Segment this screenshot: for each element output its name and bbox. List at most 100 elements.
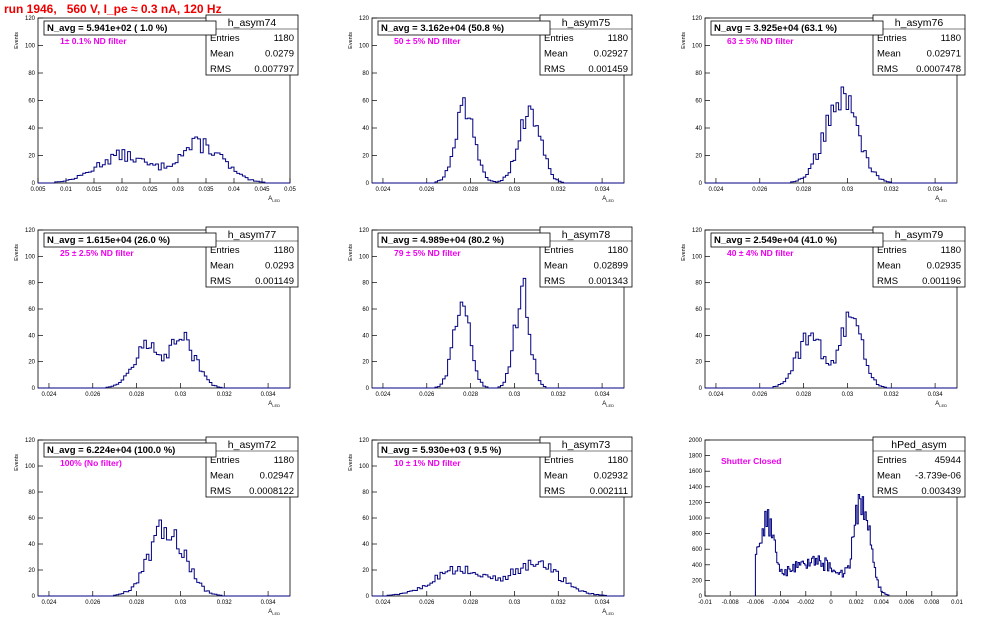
histogram-h_asym77: [38, 331, 290, 389]
stats-box-title: h_asym75: [562, 17, 611, 29]
stats-label-mean: Mean: [877, 261, 901, 272]
y-tick-label: 0: [32, 594, 36, 600]
x-tick-label: 0.032: [217, 392, 233, 398]
x-tick-label: 0.026: [419, 187, 435, 193]
stats-value-mean: 0.02899: [594, 261, 628, 272]
y-tick-label: 100: [359, 464, 370, 470]
run-title: run 1946, 560 V, I_pe ≈ 0.3 nA, 120 Hz: [4, 2, 222, 16]
y-tick-label: 100: [359, 254, 370, 260]
x-tick-label: 0.03: [175, 600, 187, 606]
y-tick-label: 20: [28, 154, 35, 160]
y-tick-label: 20: [695, 154, 702, 160]
stats-box: [205, 226, 299, 288]
x-tick-label: 0.034: [261, 600, 277, 606]
stats-value-entries: 1180: [274, 33, 294, 44]
x-tick-label: 0.03: [509, 187, 521, 193]
stats-value-rms: 0.003439: [921, 486, 961, 497]
stats-value-mean: -3.739e-06: [915, 471, 961, 482]
stats-label-entries: Entries: [544, 455, 574, 466]
stats-label-entries: Entries: [544, 33, 574, 44]
stats-value-mean: 0.0293: [265, 261, 294, 272]
x-tick-label: 0.01: [60, 187, 72, 193]
y-axis-label: Events: [348, 454, 354, 471]
y-tick-label: 0: [699, 181, 703, 187]
histogram-panel-hPed_asym: 0 200 400 600 800 1000 1200 1400 1600 1800 2000 -0.…: [689, 436, 966, 606]
y-axis-label: Events: [348, 244, 354, 261]
x-axis-label-subscript: LED: [272, 611, 280, 616]
x-tick-label: 0.03: [175, 392, 187, 398]
x-tick-label: 0.03: [842, 187, 854, 193]
avg-label: N_avg = 3.162e+04 (50.8 %): [381, 23, 504, 34]
stats-label-entries: Entries: [877, 33, 907, 44]
y-tick-label: 0: [366, 386, 370, 392]
stats-box-title: h_asym73: [562, 439, 611, 451]
x-tick-label: -0.004: [772, 600, 790, 606]
y-tick-label: 100: [692, 44, 703, 50]
avg-label-box: [710, 232, 884, 248]
histogram-h_asym72: [38, 519, 290, 597]
x-tick-label: 0.028: [463, 600, 479, 606]
x-tick-label: 0.026: [419, 392, 435, 398]
histogram-panel-h_asym79: 0 20 40 60 80 100 120 0.024 0.026 0.028 0.03 0.032 0…: [681, 226, 966, 408]
stats-label-rms: RMS: [544, 486, 565, 497]
stats-label-entries: Entries: [210, 245, 240, 256]
filter-label: 1± 0.1% ND filter: [60, 36, 127, 46]
y-tick-label: 100: [692, 254, 703, 260]
y-axis-label: Events: [14, 454, 20, 471]
y-tick-label: 120: [359, 228, 370, 234]
y-tick-label: 60: [362, 307, 369, 313]
y-tick-label: 1400: [689, 485, 703, 491]
stats-value-rms: 0.001343: [588, 276, 628, 287]
x-axis-label-subscript: LED: [606, 611, 614, 616]
stats-label-rms: RMS: [210, 486, 231, 497]
x-tick-label: 0.024: [375, 187, 391, 193]
stats-label-mean: Mean: [544, 261, 568, 272]
x-tick-label: 0.04: [228, 187, 240, 193]
x-tick-label: 0.008: [924, 600, 940, 606]
y-tick-label: 80: [362, 490, 369, 496]
y-tick-label: 20: [28, 568, 35, 574]
histogram-panel-h_asym76: 0 20 40 60 80 100 120 0.024 0.026 0.028 0.03 0.032 0…: [681, 14, 966, 203]
stats-value-rms: 0.007797: [254, 64, 294, 75]
stats-label-mean: Mean: [544, 471, 568, 482]
stats-value-entries: 45944: [935, 455, 961, 466]
histogram-h_asym75: [372, 97, 624, 184]
y-tick-label: 2000: [689, 438, 703, 444]
stats-value-rms: 0.001196: [922, 276, 961, 287]
x-axis-label: ALED: [268, 401, 280, 408]
avg-label: N_avg = 2.549e+04 (41.0 %): [714, 235, 837, 246]
y-tick-label: 40: [28, 542, 35, 548]
x-tick-label: 0.004: [874, 600, 890, 606]
stats-box: [872, 226, 966, 288]
x-tick-label: -0.01: [698, 600, 712, 606]
avg-label: N_avg = 5.941e+02 ( 1.0 %): [47, 23, 167, 34]
stats-box-title: h_asym74: [228, 17, 277, 29]
filter-label: 10 ± 1% ND filter: [394, 458, 461, 468]
stats-value-entries: 1180: [941, 33, 961, 44]
avg-label: N_avg = 6.224e+04 (100.0 %): [47, 445, 175, 456]
stats-value-entries: 1180: [608, 245, 628, 256]
stats-value-entries: 1180: [608, 33, 628, 44]
x-axis-label: ALED: [602, 196, 614, 203]
histogram-h_asym74: [38, 136, 290, 184]
stats-label-mean: Mean: [877, 471, 901, 482]
filter-label: 25 ± 2.5% ND filter: [60, 248, 134, 258]
stats-value-entries: 1180: [274, 245, 294, 256]
x-axis-label: ALED: [602, 401, 614, 408]
x-tick-label: 0.024: [41, 600, 57, 606]
histogram-h_asym73: [372, 559, 624, 597]
stats-label-mean: Mean: [210, 49, 234, 60]
stats-label-rms: RMS: [877, 276, 898, 287]
y-tick-label: 1600: [689, 469, 703, 475]
stats-label-rms: RMS: [877, 486, 898, 497]
x-tick-label: 0.026: [419, 600, 435, 606]
y-tick-label: 0: [32, 386, 36, 392]
stats-value-rms: 0.001149: [255, 276, 294, 287]
y-tick-label: 20: [362, 568, 369, 574]
stats-box: [872, 14, 966, 76]
x-tick-label: 0.024: [708, 187, 724, 193]
y-axis-label: Events: [681, 32, 687, 49]
y-tick-label: 60: [695, 99, 702, 105]
avg-label-box: [43, 20, 217, 36]
y-tick-label: 80: [695, 71, 702, 77]
